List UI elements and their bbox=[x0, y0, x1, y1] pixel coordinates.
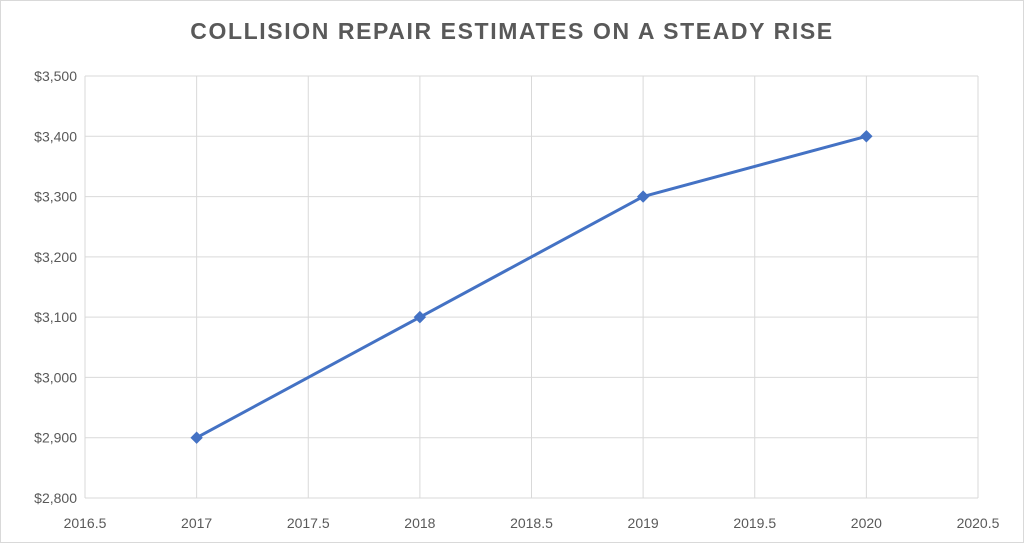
data-point-marker bbox=[636, 190, 650, 203]
data-point-marker bbox=[190, 431, 203, 444]
x-tick-label: 2019 bbox=[628, 515, 659, 531]
y-tick-label: $3,500 bbox=[34, 68, 77, 84]
series-line bbox=[195, 134, 868, 440]
x-tick-label: 2020.5 bbox=[957, 515, 1000, 531]
chart-title: COLLISION REPAIR ESTIMATES ON A STEADY R… bbox=[190, 18, 834, 44]
y-tick-label: $3,400 bbox=[34, 128, 77, 144]
data-point-marker bbox=[860, 130, 873, 143]
y-tick-label: $3,200 bbox=[34, 249, 77, 265]
x-tick-label: 2019.5 bbox=[733, 515, 776, 531]
y-tick-label: $2,900 bbox=[34, 430, 77, 446]
y-tick-label: $3,000 bbox=[34, 369, 77, 385]
data-point-marker bbox=[413, 310, 427, 324]
x-tick-label: 2017.5 bbox=[287, 515, 330, 531]
y-tick-label: $3,100 bbox=[34, 309, 77, 325]
x-tick-label: 2018 bbox=[404, 515, 435, 531]
x-tick-label: 2016.5 bbox=[64, 515, 107, 531]
x-tick-label: 2017 bbox=[181, 515, 212, 531]
y-tick-label: $3,300 bbox=[34, 189, 77, 205]
x-tick-label: 2020 bbox=[851, 515, 882, 531]
x-tick-label: 2018.5 bbox=[510, 515, 553, 531]
y-tick-label: $2,800 bbox=[34, 490, 77, 506]
